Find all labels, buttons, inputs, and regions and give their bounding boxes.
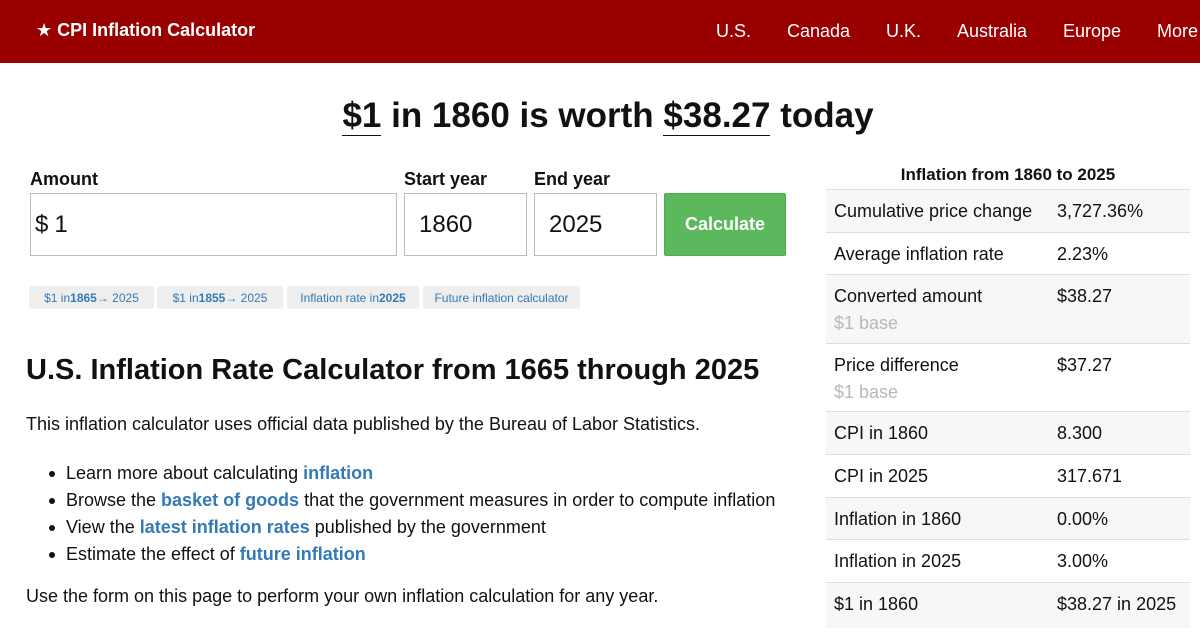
- site-title: CPI Inflation Calculator: [57, 20, 256, 40]
- row-label: Cumulative price change: [826, 189, 1049, 233]
- table-row: Average inflation rate 2.23%: [826, 232, 1190, 275]
- row-label: Average inflation rate: [826, 232, 1049, 275]
- row-label: Inflation in 2025: [826, 539, 1049, 583]
- row-value: $38.27 in 2025: [1049, 582, 1190, 628]
- nav-link-europe[interactable]: Europe: [1063, 21, 1122, 41]
- nav-link-uk[interactable]: U.K.: [886, 21, 922, 41]
- headline-result: $38.27: [663, 96, 771, 136]
- section-title: U.S. Inflation Rate Calculator from 1665…: [26, 354, 760, 386]
- nav-link-more[interactable]: More: [1157, 21, 1199, 41]
- list-item: Estimate the effect of future inflation: [48, 541, 775, 568]
- row-value: $37.27: [1049, 343, 1190, 412]
- outro-paragraph: Use the form on this page to perform you…: [26, 586, 659, 606]
- chip-year: 1855: [198, 290, 226, 305]
- end-year-value: 2025: [549, 210, 603, 238]
- headline-text-2: today: [770, 96, 874, 135]
- star-icon: ★: [36, 20, 53, 40]
- row-label: Converted amount: [834, 286, 983, 306]
- summary-table: Cumulative price change 3,727.36% Averag…: [826, 189, 1190, 628]
- inflation-link[interactable]: inflation: [303, 463, 374, 483]
- list-item: View the latest inflation rates publishe…: [48, 514, 775, 541]
- chip-text: Inflation rate in: [300, 290, 379, 305]
- headline-text-1: in 1860 is worth: [381, 96, 664, 135]
- nav-link-us[interactable]: U.S.: [716, 21, 752, 41]
- calculate-button[interactable]: Calculate: [664, 193, 786, 256]
- top-nav-bar: ★ CPI Inflation Calculator U.S. Canada U.…: [0, 0, 1200, 63]
- site-logo[interactable]: ★ CPI Inflation Calculator: [36, 20, 255, 41]
- nav-link-australia[interactable]: Australia: [957, 21, 1028, 41]
- chip-text: → 2025: [225, 290, 268, 305]
- list-text: Learn more about calculating: [66, 463, 304, 483]
- table-row: Price difference $1 base $37.27: [826, 343, 1190, 412]
- list-text: Estimate the effect of: [66, 544, 240, 564]
- row-label-cell: Converted amount $1 base: [826, 274, 1049, 344]
- table-row: Inflation in 2025 3.00%: [826, 539, 1190, 583]
- nav-link-canada[interactable]: Canada: [787, 21, 851, 41]
- row-label-cell: Price difference $1 base: [826, 343, 1049, 412]
- table-row: Inflation in 1860 0.00%: [826, 497, 1190, 540]
- chip-year: 1865: [70, 290, 97, 305]
- chip-text: Future inflation calculator: [434, 290, 569, 305]
- table-row: $1 in 1860 $38.27 in 2025: [826, 582, 1190, 628]
- row-value: 3.00%: [1049, 539, 1190, 583]
- list-text: Browse the: [66, 490, 162, 510]
- row-label: Price difference: [834, 355, 959, 375]
- table-row: Cumulative price change 3,727.36%: [826, 189, 1190, 233]
- row-sublabel: $1 base: [834, 313, 899, 333]
- row-label: CPI in 1860: [826, 411, 1049, 455]
- currency-symbol: $: [35, 210, 49, 238]
- list-item: Browse the basket of goods that the gove…: [48, 487, 776, 514]
- info-list: Learn more about calculating inflation B…: [48, 460, 776, 568]
- start-year-input[interactable]: 1860: [404, 193, 527, 256]
- result-headline: $1 in 1860 is worth $38.27 today: [0, 96, 1200, 136]
- chip-text: $1 in: [172, 290, 199, 305]
- summary-title: Inflation from 1860 to 2025: [900, 165, 1116, 184]
- row-value: 317.671: [1049, 454, 1190, 498]
- amount-value: 1: [54, 210, 68, 238]
- end-year-label: End year: [534, 169, 611, 189]
- row-value: 2.23%: [1049, 232, 1190, 275]
- row-value: $38.27: [1049, 274, 1190, 344]
- quick-link-future-calculator[interactable]: Future inflation calculator: [423, 286, 580, 309]
- quick-link-1865[interactable]: $1 in 1865 → 2025: [29, 286, 154, 309]
- amount-label: Amount: [30, 169, 98, 189]
- table-row: CPI in 1860 8.300: [826, 411, 1190, 455]
- quick-link-1855[interactable]: $1 in 1855 → 2025: [157, 286, 283, 309]
- row-sublabel: $1 base: [834, 382, 899, 402]
- amount-input[interactable]: $1: [30, 193, 397, 256]
- latest-inflation-rates-link[interactable]: latest inflation rates: [139, 517, 310, 537]
- row-label: Inflation in 1860: [826, 497, 1049, 540]
- end-year-input[interactable]: 2025: [534, 193, 657, 256]
- row-value: 3,727.36%: [1049, 189, 1190, 233]
- list-item: Learn more about calculating inflation: [48, 460, 775, 487]
- list-text: that the government measures in order to…: [299, 490, 776, 510]
- quick-link-inflation-rate[interactable]: Inflation rate in 2025: [287, 286, 419, 309]
- chip-text: → 2025: [96, 290, 139, 305]
- table-row: CPI in 2025 317.671: [826, 454, 1190, 498]
- future-inflation-link[interactable]: future inflation: [239, 544, 366, 564]
- start-year-value: 1860: [419, 210, 473, 238]
- list-text: View the: [66, 517, 140, 537]
- table-row: Converted amount $1 base $38.27: [826, 274, 1190, 344]
- headline-amount: $1: [342, 96, 382, 136]
- chip-year: 2025: [379, 290, 406, 305]
- row-value: 8.300: [1049, 411, 1190, 455]
- row-label: CPI in 2025: [826, 454, 1049, 498]
- basket-of-goods-link[interactable]: basket of goods: [161, 490, 300, 510]
- row-label: $1 in 1860: [826, 582, 1049, 628]
- chip-text: $1 in: [44, 290, 71, 305]
- intro-paragraph: This inflation calculator uses official …: [26, 414, 701, 434]
- start-year-label: Start year: [404, 169, 488, 189]
- list-text: published by the government: [309, 517, 546, 537]
- row-value: 0.00%: [1049, 497, 1190, 540]
